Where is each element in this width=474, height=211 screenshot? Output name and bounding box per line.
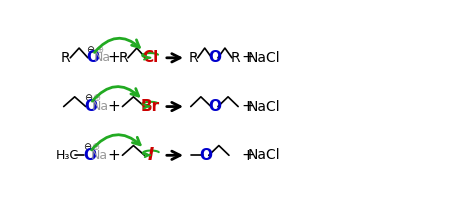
Text: O: O bbox=[83, 148, 96, 163]
Text: ⊖: ⊖ bbox=[83, 142, 91, 152]
Text: +: + bbox=[241, 50, 254, 65]
Text: Na: Na bbox=[94, 51, 111, 64]
Text: H₃C: H₃C bbox=[56, 149, 79, 162]
Text: +: + bbox=[107, 148, 120, 163]
Text: +: + bbox=[241, 148, 254, 163]
Text: R: R bbox=[61, 51, 71, 65]
Text: ⊕: ⊕ bbox=[92, 93, 100, 103]
Text: ⊖: ⊖ bbox=[86, 45, 94, 55]
Text: ⊕: ⊕ bbox=[95, 45, 103, 55]
Text: +: + bbox=[107, 99, 120, 114]
Text: Cl: Cl bbox=[142, 50, 158, 65]
Text: O: O bbox=[84, 99, 97, 114]
Text: +: + bbox=[107, 50, 120, 65]
Text: Na: Na bbox=[91, 149, 108, 162]
Text: +: + bbox=[241, 99, 254, 114]
Text: O: O bbox=[208, 99, 221, 114]
Text: R: R bbox=[231, 51, 240, 65]
Text: NaCl: NaCl bbox=[248, 51, 281, 65]
Text: Br: Br bbox=[141, 99, 160, 114]
Text: NaCl: NaCl bbox=[248, 100, 281, 114]
Text: ⊕: ⊕ bbox=[91, 142, 100, 152]
Text: ⊖: ⊖ bbox=[84, 93, 92, 103]
Text: R: R bbox=[118, 51, 128, 65]
Text: O: O bbox=[199, 148, 212, 163]
Text: O: O bbox=[208, 50, 221, 65]
Text: Na: Na bbox=[91, 100, 109, 113]
Text: I: I bbox=[148, 146, 154, 164]
Text: NaCl: NaCl bbox=[248, 148, 281, 162]
Text: O: O bbox=[86, 50, 99, 65]
Text: R: R bbox=[189, 51, 198, 65]
